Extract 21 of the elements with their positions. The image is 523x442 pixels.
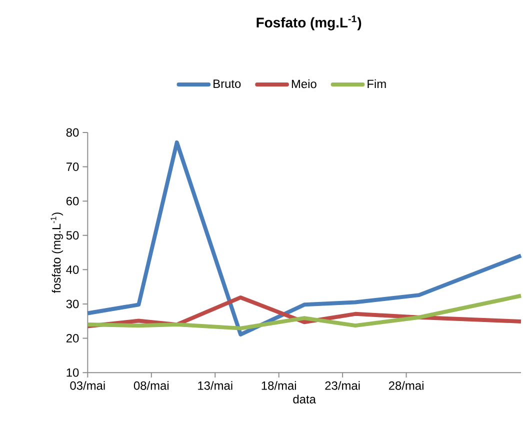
x-tick-label: 23/mai — [325, 380, 360, 390]
y-tick-label: 70 — [66, 162, 79, 171]
legend-label: Bruto — [214, 79, 241, 88]
chart-title: Fosfato (mg.L$^{-1}$) — [256, 15, 362, 30]
x-tick-label: 13/mai — [198, 380, 232, 390]
y-tick-label: 50 — [66, 231, 79, 240]
x-tick-label: 18/mai — [262, 380, 296, 390]
y-tick-label: 60 — [66, 196, 79, 206]
y-tick-label: 10 — [66, 368, 79, 377]
x-tick-label: 28/mai — [388, 380, 424, 390]
y-tick-label: 40 — [66, 265, 79, 274]
y-tick-label: 30 — [66, 300, 79, 308]
x-tick-label: 08/mai — [134, 380, 169, 390]
legend-label: Meio — [292, 79, 316, 88]
y-axis-title: fosfato (mg.L$^{-1}$) — [50, 212, 64, 293]
y-tick-label: 80 — [66, 128, 79, 137]
line-series — [86, 140, 523, 336]
y-tick-label: 20 — [66, 334, 79, 342]
x-tick-label: 03/mai — [70, 380, 105, 390]
legend-label: Fim — [368, 79, 386, 88]
x-axis-title: data — [293, 394, 316, 404]
